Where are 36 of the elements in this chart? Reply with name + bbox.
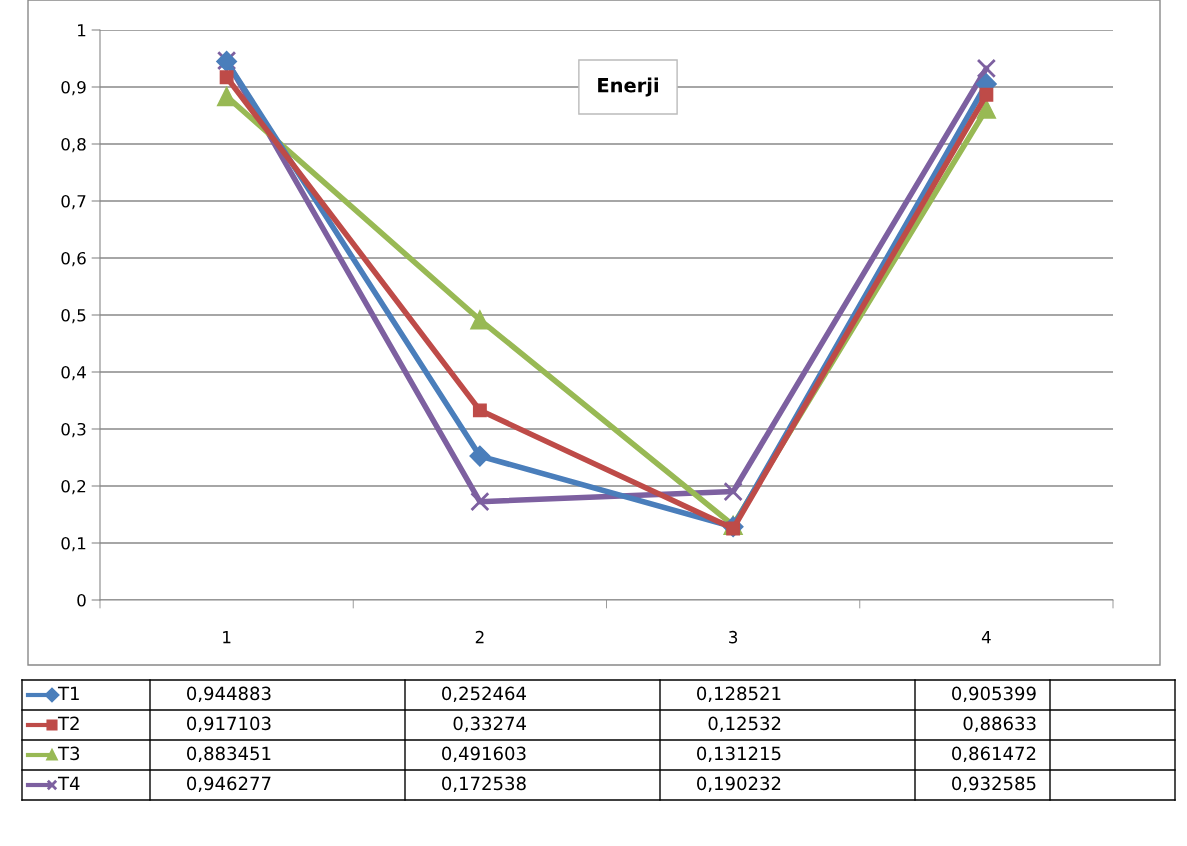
text: Enerji — [598, 77, 658, 97]
x-tick-label: 3 — [729, 630, 738, 644]
x-tick-label: 1 — [223, 631, 231, 644]
y-tick-label: 0,3 — [61, 422, 86, 438]
data-label: 0,252464 — [442, 686, 526, 703]
data-label: 0,944883 — [187, 686, 271, 703]
data-label: 0,917103 — [187, 716, 271, 733]
data-label: 0,131215 — [697, 746, 781, 763]
data-label: 0,190232 — [697, 776, 781, 793]
data-label: 0,128521 — [697, 686, 781, 703]
y-tick-label: 0,6 — [61, 251, 86, 267]
y-tick-label: 0,9 — [61, 80, 86, 96]
y-tick-label: 0,1 — [61, 536, 86, 552]
y-tick-label: 0,7 — [61, 194, 86, 210]
data-label: 0,883451 — [187, 746, 271, 763]
x-tick-label: 2 — [475, 630, 484, 644]
legend-label: T1 — [57, 686, 79, 700]
data-label: 0,12532 — [708, 716, 781, 733]
data-label: 0,861472 — [952, 746, 1036, 763]
y-tick-label: 0,5 — [61, 308, 86, 324]
data-label: 0,905399 — [952, 686, 1036, 703]
data-label: 0,33274 — [453, 716, 526, 733]
y-tick-label: 0,8 — [61, 137, 86, 153]
data-label: 0,946277 — [187, 776, 271, 793]
legend-label: T2 — [57, 716, 79, 730]
x-tick-label: 4 — [981, 631, 991, 644]
y-tick-label: 0 — [77, 593, 86, 607]
y-tick-label: 1 — [78, 24, 86, 37]
legend-label: T3 — [57, 746, 80, 761]
legend-label: T4 — [57, 776, 80, 790]
data-label: 0,88633 — [963, 716, 1036, 733]
data-label: 0,491603 — [442, 746, 526, 763]
y-tick-label: 0,4 — [61, 365, 86, 381]
data-label: 0,172538 — [442, 776, 526, 793]
data-label: 0,932585 — [952, 776, 1036, 793]
y-tick-label: 0,2 — [61, 479, 86, 495]
